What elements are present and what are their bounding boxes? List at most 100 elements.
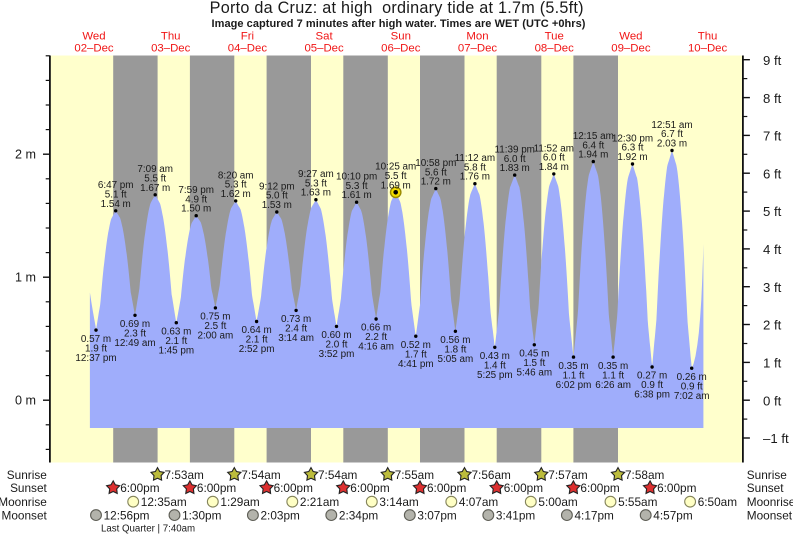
svg-text:0.64 m: 0.64 m	[241, 325, 271, 336]
svg-text:0.75 m: 0.75 m	[200, 312, 230, 323]
svg-text:Wed: Wed	[82, 30, 105, 42]
svg-text:5:46 am: 5:46 am	[516, 368, 552, 379]
svg-text:6:47 pm: 6:47 pm	[98, 180, 134, 191]
svg-text:2.03 m: 2.03 m	[657, 139, 687, 150]
svg-text:0.9 ft: 0.9 ft	[641, 380, 663, 391]
svg-text:6:00pm: 6:00pm	[350, 481, 390, 495]
svg-text:6:00pm: 6:00pm	[274, 481, 314, 495]
svg-text:1:29am: 1:29am	[220, 495, 260, 509]
svg-text:2:03pm: 2:03pm	[261, 508, 301, 522]
svg-text:1.62 m: 1.62 m	[221, 189, 251, 200]
svg-text:06–Dec: 06–Dec	[381, 43, 421, 55]
svg-text:11:12 am: 11:12 am	[455, 153, 495, 164]
svg-text:5.0 ft: 5.0 ft	[266, 191, 288, 202]
svg-text:8 ft: 8 ft	[763, 91, 782, 106]
svg-text:Last Quarter | 7:40am: Last Quarter | 7:40am	[101, 524, 195, 535]
svg-text:1.67 m: 1.67 m	[140, 183, 170, 194]
svg-text:5.3 ft: 5.3 ft	[346, 181, 368, 192]
svg-text:1:45 pm: 1:45 pm	[158, 345, 194, 356]
svg-text:0.52 m: 0.52 m	[401, 340, 431, 351]
svg-text:1.7 ft: 1.7 ft	[405, 349, 427, 360]
svg-text:10:10 pm: 10:10 pm	[336, 172, 377, 183]
svg-text:1.54 m: 1.54 m	[101, 199, 131, 210]
svg-text:1.63 m: 1.63 m	[301, 188, 331, 199]
svg-text:2.4 ft: 2.4 ft	[285, 324, 307, 335]
svg-text:0.69 m: 0.69 m	[120, 319, 150, 330]
svg-text:1.61 m: 1.61 m	[341, 190, 371, 201]
svg-text:6:00pm: 6:00pm	[504, 481, 544, 495]
svg-text:6:02 pm: 6:02 pm	[556, 380, 592, 391]
svg-text:5.3 ft: 5.3 ft	[305, 178, 327, 189]
svg-text:3:14am: 3:14am	[379, 495, 419, 509]
svg-text:1.94 m: 1.94 m	[578, 150, 608, 161]
svg-text:2.5 ft: 2.5 ft	[204, 321, 226, 332]
svg-text:6.4 ft: 6.4 ft	[582, 140, 604, 151]
svg-text:5:00am: 5:00am	[538, 495, 578, 509]
svg-text:5 ft: 5 ft	[763, 204, 782, 219]
svg-text:1.4 ft: 1.4 ft	[484, 361, 506, 372]
svg-text:7:02 am: 7:02 am	[674, 391, 710, 402]
svg-text:12:15 am: 12:15 am	[573, 131, 614, 142]
svg-text:1.72 m: 1.72 m	[421, 177, 451, 188]
svg-text:0.26 m: 0.26 m	[677, 372, 707, 383]
svg-text:4:41 pm: 4:41 pm	[398, 359, 434, 370]
svg-text:1 m: 1 m	[15, 271, 36, 285]
svg-text:9 ft: 9 ft	[763, 53, 782, 68]
svg-text:12:35am: 12:35am	[141, 495, 187, 509]
svg-text:Thu: Thu	[161, 30, 181, 42]
svg-text:2.0 ft: 2.0 ft	[326, 340, 348, 351]
svg-text:2:52 pm: 2:52 pm	[239, 344, 275, 355]
svg-text:1.5 ft: 1.5 ft	[523, 358, 545, 369]
svg-text:6 ft: 6 ft	[763, 166, 782, 181]
svg-text:10:25 am: 10:25 am	[375, 162, 416, 173]
svg-text:7:54am: 7:54am	[318, 468, 358, 482]
svg-text:6:50am: 6:50am	[698, 495, 738, 509]
svg-text:7:56am: 7:56am	[472, 468, 512, 482]
svg-text:6:00pm: 6:00pm	[580, 481, 620, 495]
svg-text:5.5 ft: 5.5 ft	[144, 174, 166, 185]
svg-text:Moonset: Moonset	[747, 508, 793, 522]
svg-text:12:30 pm: 12:30 pm	[612, 133, 653, 144]
svg-text:10:58 pm: 10:58 pm	[415, 158, 456, 169]
svg-text:12:56pm: 12:56pm	[104, 508, 150, 522]
svg-text:1.1 ft: 1.1 ft	[563, 370, 585, 381]
svg-text:1.92 m: 1.92 m	[617, 152, 647, 163]
svg-text:5.1 ft: 5.1 ft	[105, 190, 127, 201]
svg-text:6:00pm: 6:00pm	[427, 481, 467, 495]
svg-text:Sunrise: Sunrise	[747, 468, 787, 482]
svg-text:Sat: Sat	[316, 30, 334, 42]
svg-text:7:09 am: 7:09 am	[137, 164, 173, 175]
svg-text:1.50 m: 1.50 m	[181, 204, 211, 215]
svg-text:4:17pm: 4:17pm	[575, 508, 615, 522]
svg-text:3:14 am: 3:14 am	[278, 333, 314, 344]
svg-text:Tue: Tue	[545, 30, 564, 42]
svg-text:12:49 am: 12:49 am	[114, 338, 155, 349]
svg-text:2.2 ft: 2.2 ft	[365, 332, 387, 343]
svg-text:2:34pm: 2:34pm	[339, 508, 379, 522]
svg-text:9:12 pm: 9:12 pm	[259, 181, 295, 192]
svg-text:2:00 am: 2:00 am	[198, 331, 234, 342]
svg-text:7:53am: 7:53am	[165, 468, 205, 482]
svg-text:0.57 m: 0.57 m	[81, 334, 111, 345]
svg-text:0.35 m: 0.35 m	[558, 361, 588, 372]
svg-text:12:51 am: 12:51 am	[651, 120, 692, 131]
svg-text:7:58am: 7:58am	[625, 468, 665, 482]
svg-text:5.3 ft: 5.3 ft	[225, 180, 247, 191]
svg-text:0.45 m: 0.45 m	[519, 349, 549, 360]
svg-text:4:07am: 4:07am	[459, 495, 499, 509]
svg-text:5:25 pm: 5:25 pm	[477, 370, 513, 381]
svg-text:5.6 ft: 5.6 ft	[425, 167, 447, 178]
svg-text:4:16 am: 4:16 am	[358, 342, 394, 353]
svg-text:0.43 m: 0.43 m	[480, 351, 510, 362]
svg-text:6.3 ft: 6.3 ft	[622, 143, 644, 154]
svg-text:Image captured 7 minutes after: Image captured 7 minutes after high wate…	[212, 18, 586, 30]
svg-text:0.73 m: 0.73 m	[281, 314, 311, 325]
svg-text:1.84 m: 1.84 m	[539, 162, 569, 173]
svg-text:2.3 ft: 2.3 ft	[124, 329, 146, 340]
svg-text:0.63 m: 0.63 m	[161, 326, 191, 337]
svg-text:0.60 m: 0.60 m	[321, 330, 351, 341]
svg-text:0.35 m: 0.35 m	[598, 361, 628, 372]
svg-text:3:41pm: 3:41pm	[496, 508, 536, 522]
svg-text:1.9 ft: 1.9 ft	[85, 343, 107, 354]
svg-text:6:00pm: 6:00pm	[120, 481, 160, 495]
